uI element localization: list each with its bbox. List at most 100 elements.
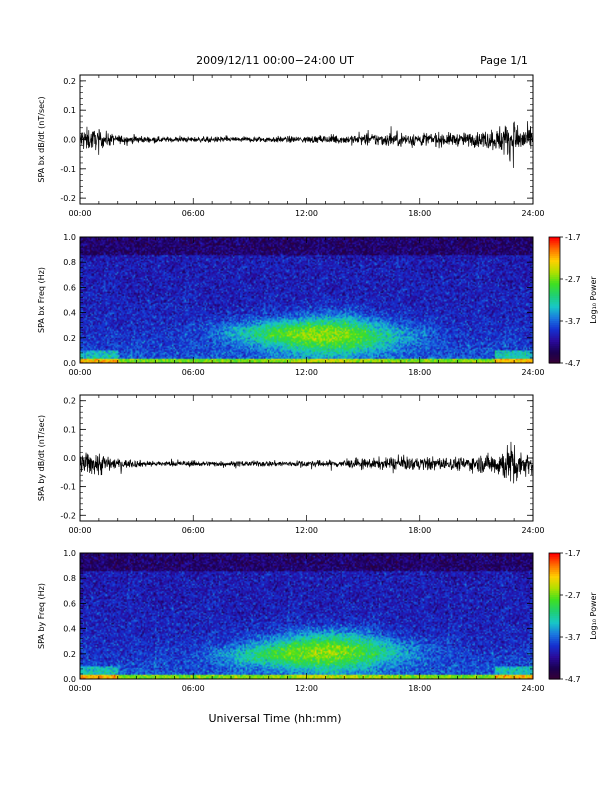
x-tick-label: 24:00 [521, 684, 544, 693]
colorbar-segment [549, 586, 560, 590]
colorbar-segment [549, 337, 560, 341]
colorbar-segment [549, 649, 560, 653]
y-tick-label: 0.8 [63, 574, 76, 583]
colorbar-segment [549, 603, 560, 607]
x-tick-label: 18:00 [408, 368, 431, 377]
colorbar-segment [549, 255, 560, 259]
y-tick-label: -0.2 [60, 511, 76, 520]
colorbar-label: Log₁₀ Power [589, 276, 598, 324]
header-page-number: Page 1/1 [480, 54, 528, 67]
plot-frame [79, 394, 534, 522]
colorbar-segment [549, 295, 560, 299]
colorbar-segment [549, 597, 560, 600]
y-axis-label: SPA by Freq (Hz) [37, 583, 46, 649]
colorbar-segment [549, 300, 560, 303]
panel-2: -1.7 -2.7 -3.7 -4.7 Log₁₀ Power 1.0 0.8 0.6 0.4 0… [37, 233, 598, 377]
colorbar-tick-label: -4.7 [565, 675, 581, 684]
colorbar-segment [549, 346, 560, 349]
colorbar-segment [549, 641, 560, 644]
colorbar-segment [549, 674, 560, 678]
colorbar-segment [549, 666, 560, 670]
colorbar-segment [549, 323, 560, 326]
colorbar-segment [549, 618, 560, 621]
colorbar-segment [549, 327, 560, 330]
colorbar-segment [549, 563, 560, 567]
colorbar-segment [549, 662, 560, 665]
colorbar-tick-label: -2.7 [565, 275, 581, 284]
x-tick-label: 24:00 [521, 526, 544, 535]
colorbar-segment [549, 358, 560, 362]
y-axis-label: SPA by dB/dt (nT/sec) [37, 415, 46, 501]
colorbar-segment [549, 306, 560, 309]
colorbar-segment [549, 266, 560, 270]
colorbar-segment [549, 316, 560, 320]
y-tick-label: 0.2 [63, 397, 76, 406]
colorbar-segment [549, 329, 560, 333]
colorbar-segment [549, 611, 560, 615]
colorbar-segment [549, 281, 560, 284]
y-tick-label: 0.0 [63, 675, 76, 684]
colorbar-tick-label: -3.7 [565, 317, 581, 326]
y-tick-label: -0.2 [60, 194, 76, 203]
x-tick-label: 18:00 [408, 526, 431, 535]
colorbar-segment [549, 243, 560, 246]
y-tick-label: 0.1 [63, 106, 76, 115]
y-tick-label: 0.2 [63, 650, 76, 659]
colorbar-segment [549, 574, 560, 577]
colorbar-segment [549, 676, 560, 680]
colorbar-segment [549, 626, 560, 630]
colorbar-segment [549, 239, 560, 242]
colorbar-segment [549, 258, 560, 261]
colorbar-segment [549, 632, 560, 636]
colorbar-segment [549, 289, 560, 293]
colorbar-segment [549, 335, 560, 339]
colorbar-segment [549, 297, 560, 301]
y-tick-label: -0.1 [60, 165, 76, 174]
colorbar-segment [549, 308, 560, 312]
colorbar-segment [549, 274, 560, 278]
colorbar-segment [549, 592, 560, 596]
panels-group: 0.2 0.1 0.0 -0.1 -0.2 00:00 06:00 12:00 18:00 24:… [37, 74, 598, 693]
colorbar-tick-label: -2.7 [565, 591, 581, 600]
colorbar-segment [549, 287, 560, 291]
y-tick-label: 0.4 [63, 625, 76, 634]
colorbar-segment [549, 588, 560, 592]
colorbar-segment [549, 639, 560, 642]
x-tick-label: 12:00 [295, 526, 318, 535]
colorbar-segment [549, 268, 560, 272]
colorbar-segment [549, 601, 560, 604]
panel-3: 0.2 0.1 0.0 -0.1 -0.2 00:00 06:00 12:00 18:00 24:… [37, 394, 545, 535]
colorbar-segment [549, 624, 560, 628]
colorbar-segment [549, 584, 560, 588]
colorbar-segment [549, 318, 560, 322]
colorbar-segment [549, 567, 560, 571]
colorbar-segment [549, 253, 560, 257]
colorbar-segment [549, 637, 560, 640]
colorbar-segment [549, 582, 560, 586]
colorbar-segment [549, 590, 560, 594]
colorbar-segment [549, 634, 560, 638]
y-tick-label: 1.0 [63, 549, 76, 558]
colorbar-segment [549, 645, 560, 649]
x-tick-label: 18:00 [408, 684, 431, 693]
colorbar-segment [549, 260, 560, 263]
colorbar-tick-label: -4.7 [565, 359, 581, 368]
colorbar-segment [549, 270, 560, 274]
colorbar-frame [548, 236, 561, 364]
colorbar-segment [549, 272, 560, 276]
y-tick-label: 0.6 [63, 283, 76, 292]
colorbar-segment [549, 249, 560, 253]
colorbar-segment [549, 616, 560, 619]
y-tick-label: 0.1 [63, 425, 76, 434]
colorbar-segment [549, 245, 560, 249]
colorbar-segment [549, 333, 560, 337]
colorbar-segment [549, 331, 560, 335]
colorbar-segment [549, 664, 560, 667]
colorbar-tick-label: -3.7 [565, 633, 581, 642]
colorbar-segment [549, 350, 560, 354]
y-tick-label: 0.2 [63, 77, 76, 86]
y-tick-label: 0.4 [63, 309, 76, 318]
colorbar-segment [549, 285, 560, 288]
y-tick-label: 0.6 [63, 599, 76, 608]
